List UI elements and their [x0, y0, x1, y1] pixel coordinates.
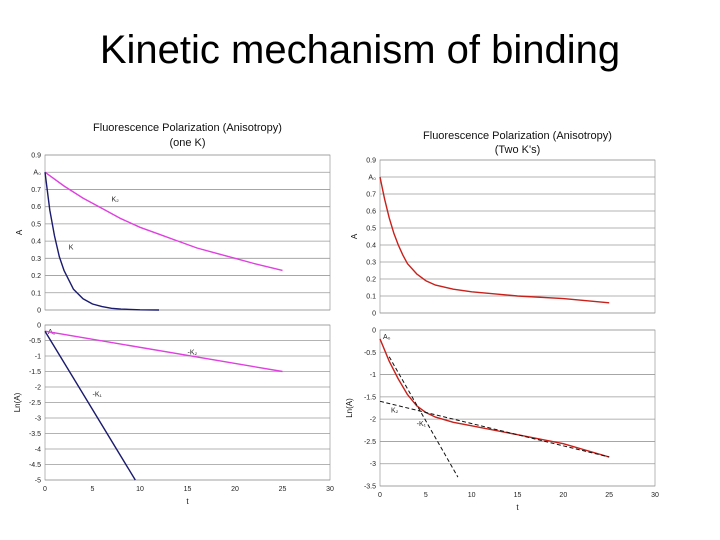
- y-axis-label: A: [350, 233, 359, 239]
- y-tick-label: -0.5: [364, 350, 376, 357]
- series-line-0: [44, 330, 283, 373]
- chart-title: (one K): [169, 137, 205, 149]
- y-tick-label: -2.5: [364, 439, 376, 446]
- annotation-label: K₂: [391, 407, 399, 414]
- y-tick-label: -3.5: [364, 484, 376, 491]
- x-tick-label: 20: [231, 486, 239, 493]
- y-tick-label: 0.9: [366, 158, 376, 165]
- y-tick-label: 0.2: [366, 277, 376, 284]
- x-tick-label: 10: [136, 486, 144, 493]
- y-tick-label: -1: [35, 354, 41, 361]
- x-tick-label: 10: [468, 492, 476, 499]
- x-tick-label: 5: [424, 492, 428, 499]
- y-tick-label: 0.6: [366, 209, 376, 216]
- y-tick-label: -2: [35, 385, 41, 392]
- series-line-1: [44, 172, 160, 311]
- chart-title: Fluorescence Polarization (Anisotropy): [423, 130, 612, 142]
- y-tick-label: 0.5: [366, 226, 376, 233]
- y-tick-label: 0.6: [31, 204, 41, 211]
- x-tick-label: 15: [514, 492, 522, 499]
- annotation-label: -K₂: [188, 349, 198, 356]
- x-tick-label: 25: [279, 486, 287, 493]
- x-axis-label: t: [516, 503, 519, 512]
- y-tick-label: -1.5: [364, 394, 376, 401]
- a0-label: A₀: [383, 334, 391, 341]
- annotation-label: -K₁: [93, 391, 103, 398]
- y-tick-label: -0.5: [29, 338, 41, 345]
- y-tick-label: A₀: [368, 175, 376, 182]
- x-tick-label: 30: [651, 492, 659, 499]
- series-line-0: [379, 176, 610, 304]
- series-line-1: [379, 400, 610, 458]
- y-tick-label: -4: [35, 447, 41, 454]
- chart-title: (Two K's): [495, 144, 541, 156]
- y-tick-label: 0: [37, 308, 41, 315]
- annotation-label: -K₁: [417, 421, 427, 428]
- y-axis-label: A: [15, 229, 24, 235]
- y-tick-label: 0.7: [366, 192, 376, 199]
- y-tick-label: -3.5: [29, 431, 41, 438]
- y-tick-label: -1.5: [29, 369, 41, 376]
- x-tick-label: 5: [91, 486, 95, 493]
- y-tick-label: 0.1: [31, 290, 41, 297]
- y-tick-label: 0.4: [31, 239, 41, 246]
- chart-one-k-anisotropy: 0.9 A₀ 0.7 0.6 0.5 0.4 0.3 0.2 0.1 0 Fluorescence …: [15, 122, 331, 315]
- chart-two-k-anisotropy: 0.9 A₀ 0.7 0.6 0.5 0.4 0.3 0.2 0.1 0 Fluorescence …: [350, 130, 656, 318]
- series-line-1: [44, 330, 136, 481]
- y-tick-label: 0.3: [31, 256, 41, 263]
- chart-two-k-ln: 0 -0.5 -1 -1.5 -2 -2.5 -3 -3.5 A₀ 0 5 10 15 20 25 30 Ln(…: [345, 328, 659, 513]
- chart-title: Fluorescence Polarization (Anisotropy): [93, 122, 282, 134]
- y-tick-label: 0.3: [366, 260, 376, 267]
- y-tick-label: -3: [370, 461, 376, 468]
- y-tick-label: -2.5: [29, 400, 41, 407]
- plot-area: [44, 154, 331, 311]
- x-tick-label: 0: [378, 492, 382, 499]
- plot-area: [379, 329, 656, 487]
- x-tick-label: 25: [605, 492, 613, 499]
- y-tick-label: 0.2: [31, 273, 41, 280]
- y-tick-label: 0: [372, 311, 376, 318]
- plot-area: [379, 159, 656, 314]
- y-tick-label: -1: [370, 372, 376, 379]
- x-tick-label: 30: [326, 486, 334, 493]
- y-axis-label: Ln(A): [13, 392, 22, 412]
- annotation-label: K₂: [112, 197, 120, 204]
- y-tick-label: 0.4: [366, 243, 376, 250]
- y-tick-label: -5: [35, 478, 41, 485]
- y-tick-label: -4.5: [29, 462, 41, 469]
- x-tick-label: 0: [43, 486, 47, 493]
- y-tick-label: 0: [37, 323, 41, 330]
- x-axis-label: t: [186, 497, 189, 506]
- y-tick-label: 0.1: [366, 294, 376, 301]
- series-line-0: [44, 171, 283, 272]
- annotation-label: K: [69, 245, 74, 252]
- y-tick-label: -2: [370, 417, 376, 424]
- y-tick-label: 0.7: [31, 187, 41, 194]
- y-tick-label: 0.9: [31, 153, 41, 160]
- y-tick-label: 0: [372, 328, 376, 335]
- series-line-0: [379, 338, 610, 458]
- x-tick-label: 20: [559, 492, 567, 499]
- slide-title: Kinetic mechanism of binding: [99, 28, 621, 72]
- y-tick-label: 0.5: [31, 221, 41, 228]
- y-tick-label: A₀: [33, 170, 41, 177]
- y-tick-label: -3: [35, 416, 41, 423]
- y-axis-label: Ln(A): [345, 398, 354, 418]
- series-line-2: [388, 356, 459, 478]
- x-tick-label: 15: [184, 486, 192, 493]
